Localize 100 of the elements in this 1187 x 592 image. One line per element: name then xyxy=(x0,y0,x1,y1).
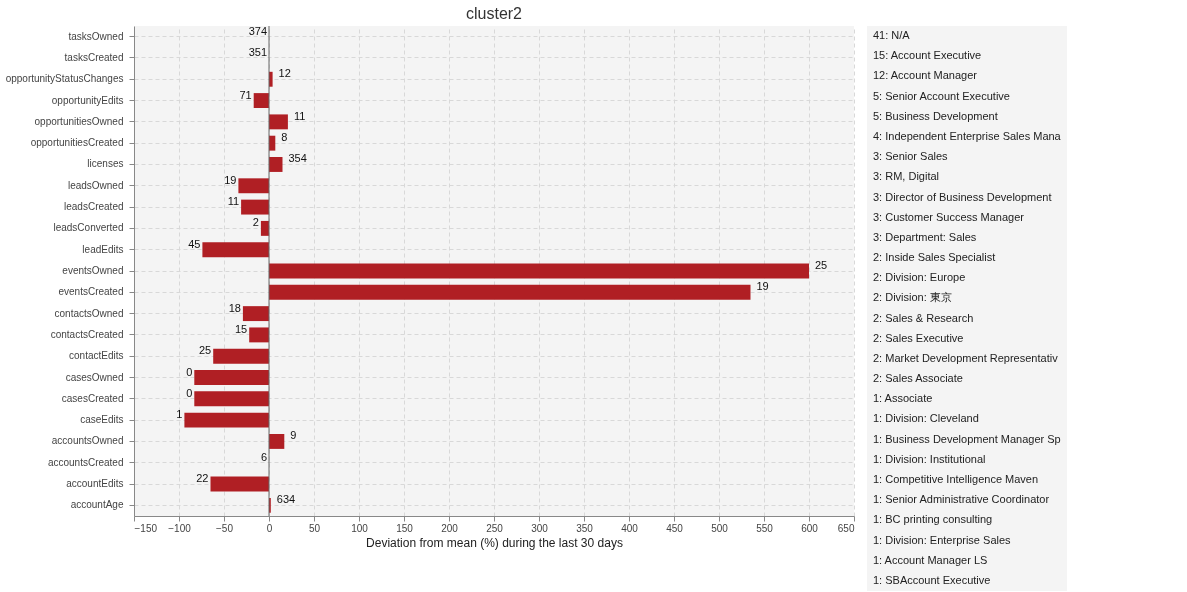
text: 1: Associate xyxy=(873,392,933,405)
chart-title: cluster2 xyxy=(465,4,523,22)
text: 3: RM, Digital xyxy=(873,170,940,183)
y-tick-label: eventsOwned xyxy=(62,265,124,276)
text: 1: Senior Administrative Coordinator xyxy=(873,493,1050,506)
x-axis-title: Deviation from mean (%) during the last 30 days xyxy=(366,535,623,550)
y-tick-label: accountAge xyxy=(70,499,124,511)
text: 3: Director of Business Development xyxy=(873,190,1052,203)
y-tick-label: casesOwned xyxy=(65,371,124,383)
bar xyxy=(213,348,269,364)
bar xyxy=(184,412,269,428)
y-tick-label: leadsCreated xyxy=(64,201,124,213)
x-tick-label: 0 xyxy=(266,522,273,534)
x-tick-label: 50 xyxy=(308,522,321,534)
text: 1: BC printing consulting xyxy=(873,513,993,526)
annotation: 1 xyxy=(176,408,183,421)
annotation: 2 xyxy=(252,216,259,229)
text: 15: Account Executive xyxy=(873,49,982,62)
annotation: 11 xyxy=(293,109,306,122)
bar xyxy=(269,263,809,279)
annotation: 8 xyxy=(281,131,288,144)
bar xyxy=(202,242,269,258)
x-tick-label: 300 xyxy=(531,522,549,534)
annotation: 18 xyxy=(228,301,241,314)
text: 2: Market Development Representativ xyxy=(873,351,1059,364)
bar xyxy=(253,93,269,109)
bar xyxy=(210,476,269,492)
annotation: 19 xyxy=(756,280,769,293)
text: 2: Inside Sales Specialist xyxy=(873,251,996,264)
x-tick-label: 500 xyxy=(711,522,729,534)
text: 1: Account Manager LS xyxy=(873,553,988,566)
annotation: 0 xyxy=(186,386,193,399)
text: 2: Division: 東京 xyxy=(873,291,952,304)
annotation: 354 xyxy=(288,152,307,165)
y-tick-label: licenses xyxy=(87,158,124,170)
annotation: 12 xyxy=(278,67,291,80)
annotation: 25 xyxy=(198,344,212,357)
text: 5: Senior Account Executive xyxy=(873,89,1010,102)
bar xyxy=(194,370,269,385)
y-tick-label: opportunityEdits xyxy=(51,94,124,106)
text: 1: Division: Enterprise Sales xyxy=(873,533,1012,546)
bar xyxy=(269,157,283,172)
annotation: 11 xyxy=(227,195,240,208)
bar xyxy=(242,306,269,322)
y-tick-label: leadEdits xyxy=(82,243,124,255)
bar xyxy=(241,199,269,215)
annotation: 45 xyxy=(188,237,201,250)
annotation: 374 xyxy=(248,24,267,37)
text: 1: Division: Cleveland xyxy=(873,412,979,425)
y-tick-label: contactsCreated xyxy=(50,328,124,340)
text: 2: Sales Associate xyxy=(873,372,963,385)
text: 1: Division: Institutional xyxy=(873,452,986,465)
x-tick-label: 250 xyxy=(486,522,504,534)
x-tick-label: −150 xyxy=(134,522,158,534)
x-tick-label: 450 xyxy=(666,522,684,534)
x-tick-label: 150 xyxy=(396,522,414,534)
annotation: 19 xyxy=(224,173,237,186)
y-tick-label: opportunitiesOwned xyxy=(34,115,124,127)
text: 1: Business Development Manager Sp xyxy=(873,432,1061,445)
y-tick-label: leadsOwned xyxy=(67,179,124,191)
bar xyxy=(269,433,285,449)
bar xyxy=(269,114,288,130)
bar xyxy=(238,178,269,194)
x-tick-label: 200 xyxy=(441,522,459,534)
x-tick-label: 600 xyxy=(801,522,819,534)
annotation: 22 xyxy=(196,472,209,485)
text: 2: Sales Executive xyxy=(873,331,964,344)
text: 3: Senior Sales xyxy=(873,150,949,163)
y-tick-label: accountsOwned xyxy=(51,435,124,447)
bar xyxy=(194,391,269,407)
text: 4: Independent Enterprise Sales Mana xyxy=(873,129,1062,142)
annotation: 6 xyxy=(260,450,267,463)
annotation: 9 xyxy=(290,429,297,442)
x-tick-label: 400 xyxy=(621,522,639,534)
text: 2: Division: Europe xyxy=(873,271,966,284)
x-tick-label: 100 xyxy=(351,522,369,534)
x-tick-label: 550 xyxy=(756,522,774,534)
x-tick-label: 350 xyxy=(576,522,594,534)
y-tick-label: casesCreated xyxy=(61,392,124,404)
text: 2: Sales & Research xyxy=(873,311,974,324)
y-tick-label: caseEdits xyxy=(80,414,124,426)
text: 12: Account Manager xyxy=(873,69,978,82)
y-tick-label: opportunityStatusChanges xyxy=(5,73,124,85)
x-tick-label: −50 xyxy=(216,522,234,534)
y-tick-label: opportunitiesCreated xyxy=(30,137,124,149)
bar xyxy=(269,284,751,300)
y-tick-label: accountsCreated xyxy=(47,456,124,468)
text: 1: SBAccount Executive xyxy=(873,573,991,586)
annotation: 71 xyxy=(239,88,252,101)
y-tick-label: tasksOwned xyxy=(68,30,124,42)
x-tick-label: 650 xyxy=(837,522,855,534)
bar xyxy=(249,327,269,343)
annotation: 351 xyxy=(248,45,267,58)
y-tick-label: accountEdits xyxy=(66,478,124,490)
y-tick-label: tasksCreated xyxy=(64,51,124,63)
y-tick-label: contactEdits xyxy=(69,350,124,362)
text: 41: N/A xyxy=(873,29,911,42)
annotation: 25 xyxy=(815,259,828,271)
annotation: 0 xyxy=(186,365,193,378)
text: 3: Customer Success Manager xyxy=(873,210,1025,223)
